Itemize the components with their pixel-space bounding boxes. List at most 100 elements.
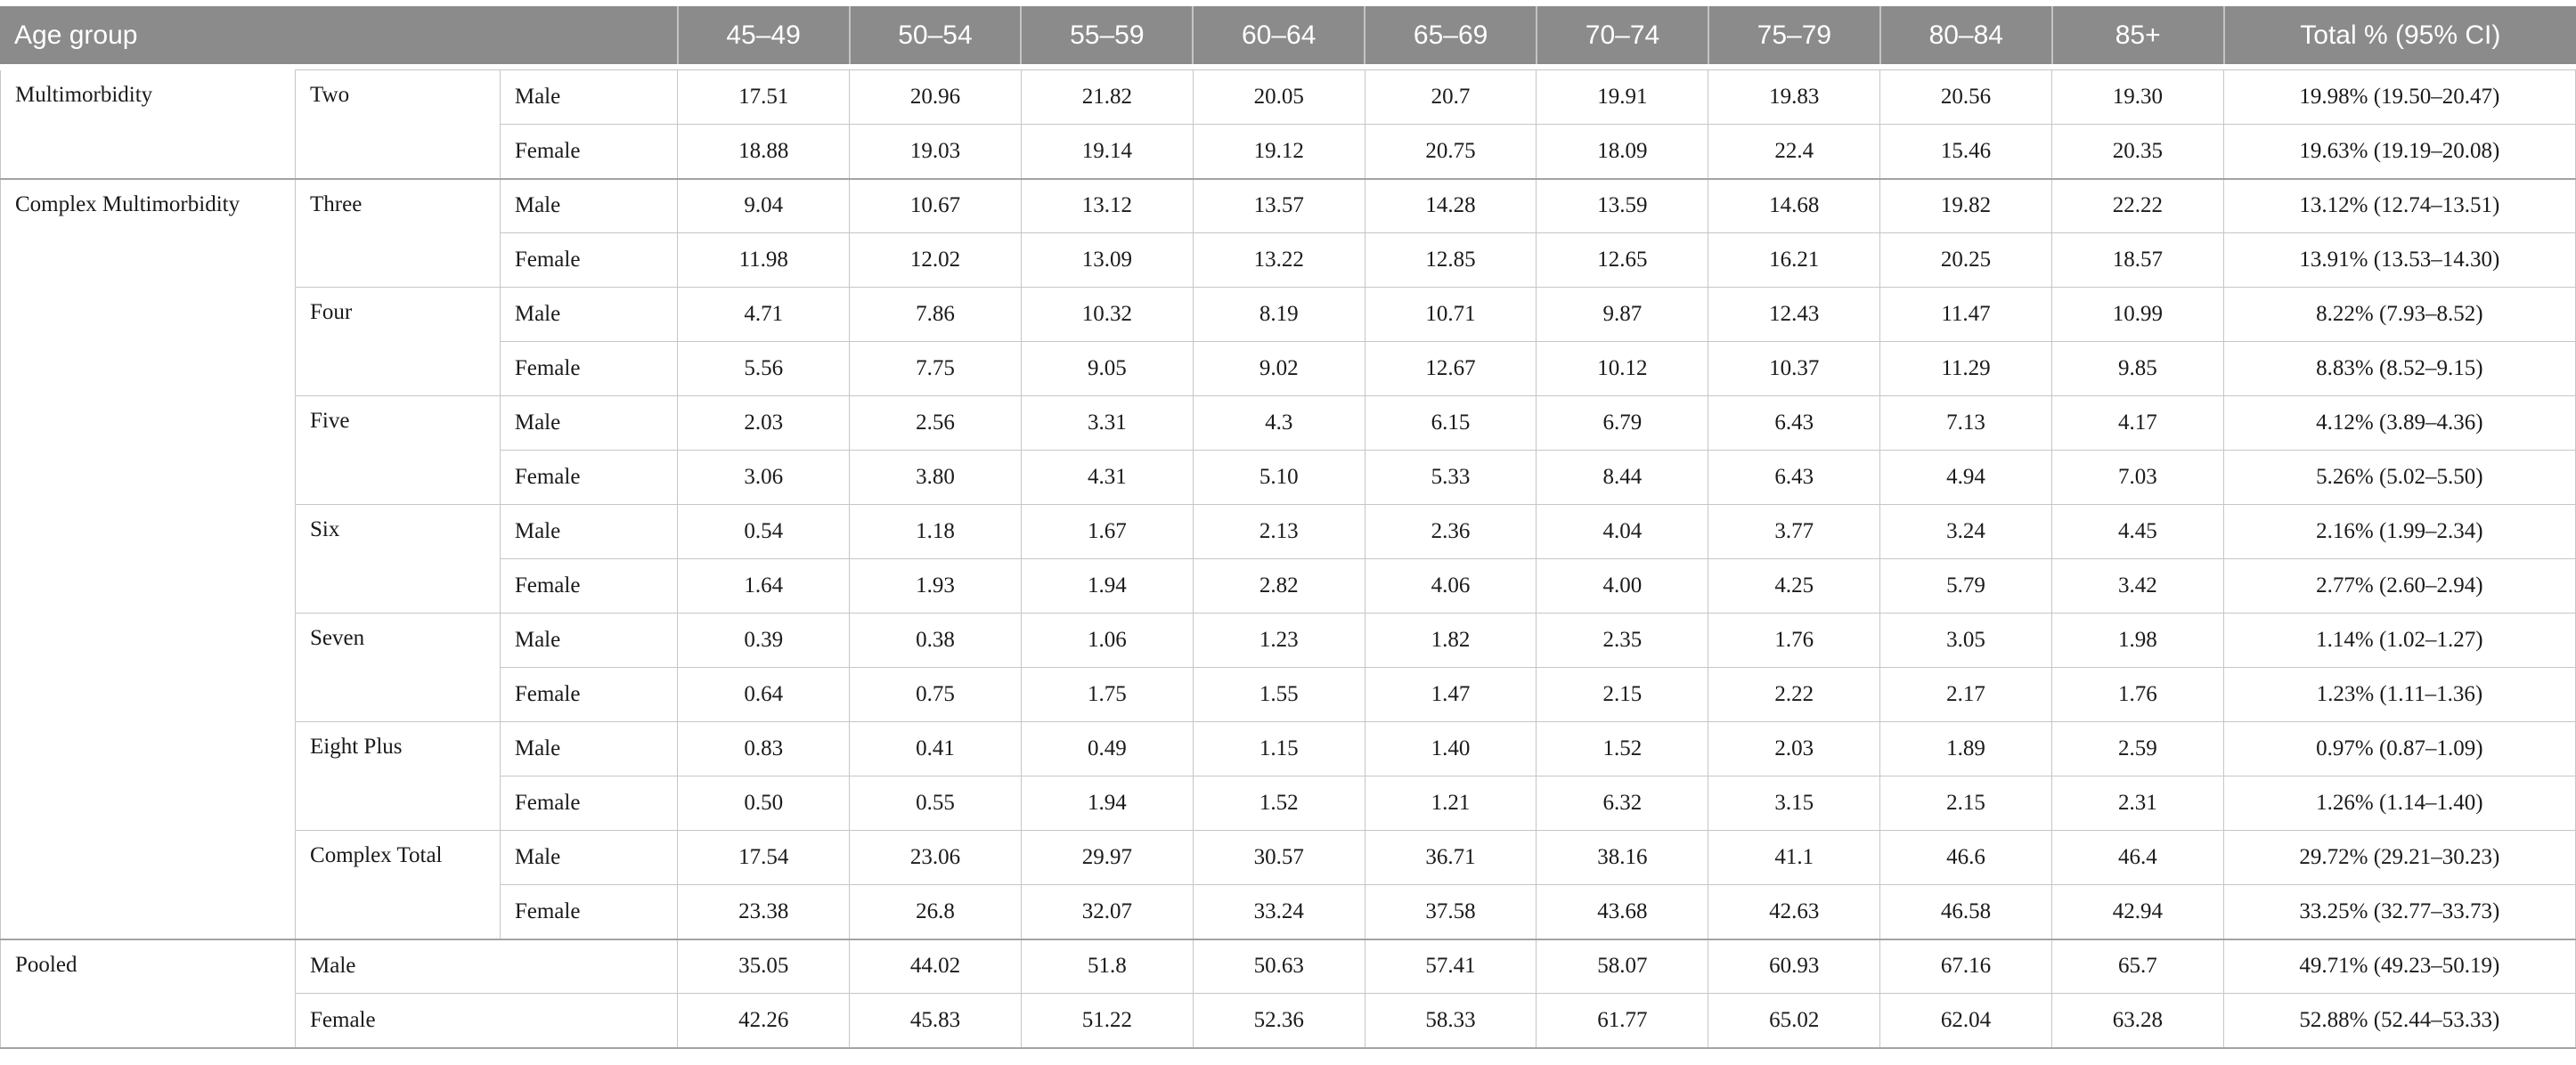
value-cell: 43.68 [1536,884,1709,939]
value-cell: 26.8 [849,884,1022,939]
value-cell: 1.55 [1192,667,1365,722]
value-cell: 9.85 [2050,341,2224,396]
value-cell: 58.33 [1364,993,1537,1049]
age-column-header: 65–69 [1364,6,1537,64]
value-cell: 2.03 [677,395,851,451]
total-cell: 2.77% (2.60–2.94) [2222,558,2576,614]
value-cell: 19.83 [1708,69,1881,125]
value-cell: 2.15 [1879,776,2052,831]
value-cell: 4.00 [1536,558,1709,614]
age-column-header: 80–84 [1879,6,2052,64]
value-cell: 9.02 [1192,341,1365,396]
sex-cell: Male [499,721,679,776]
value-cell: 9.87 [1536,287,1709,342]
value-cell: 18.57 [2050,232,2224,288]
value-cell: 0.39 [677,613,851,668]
value-cell: 1.21 [1364,776,1537,831]
age-column-header: 85+ [2050,6,2224,64]
header-row: Age group 45–49 50–54 55–59 60–64 65–69 70–74… [0,6,2576,64]
value-cell: 13.59 [1536,177,1709,233]
group-cell: Seven [295,613,501,722]
value-cell: 2.13 [1192,504,1365,559]
value-cell: 10.99 [2050,287,2224,342]
value-cell: 8.19 [1192,287,1365,342]
total-cell: 29.72% (29.21–30.23) [2222,830,2576,885]
value-cell: 12.67 [1364,341,1537,396]
total-cell: 1.26% (1.14–1.40) [2222,776,2576,831]
table-row: Eight Plus Male 0.83 0.41 0.49 1.15 1.40 1.52 2.… [1,721,2576,831]
value-cell: 4.25 [1708,558,1881,614]
value-cell: 38.16 [1536,830,1709,885]
value-cell: 3.24 [1879,504,2052,559]
value-cell: 6.79 [1536,395,1709,451]
value-cell: 10.71 [1364,287,1537,342]
total-cell: 13.91% (13.53–14.30) [2222,232,2576,288]
table-row: Complex Multimorbidity Three Male 9.04 10.67… [0,177,2576,939]
table-row: Female 11.98 12.02 13.09 13.22 12.85 12.65 16.2… [1,232,2576,288]
value-cell: 22.22 [2050,177,2224,233]
group-cell: Eight Plus [295,721,501,831]
sex-cell: Female [499,341,679,396]
age-column-header: 45–49 [676,6,850,64]
value-cell: 14.28 [1364,177,1537,233]
value-cell: 46.4 [2050,830,2224,885]
value-cell: 18.09 [1536,124,1709,179]
table-row: Seven Male 0.39 0.38 1.06 1.23 1.82 2.35 1.76 3.0… [1,613,2576,722]
value-cell: 6.15 [1364,395,1537,451]
value-cell: 0.75 [849,667,1022,722]
value-cell: 13.09 [1020,232,1194,288]
value-cell: 11.98 [677,232,851,288]
value-cell: 22.4 [1708,124,1881,179]
value-cell: 46.58 [1879,884,2052,939]
value-cell: 19.03 [849,124,1022,179]
total-cell: 1.23% (1.11–1.36) [2222,667,2576,722]
value-cell: 62.04 [1879,993,2052,1049]
value-cell: 42.63 [1708,884,1881,939]
value-cell: 0.49 [1020,721,1194,776]
value-cell: 1.67 [1020,504,1194,559]
value-cell: 29.97 [1020,830,1194,885]
value-cell: 13.57 [1192,177,1365,233]
value-cell: 20.75 [1364,124,1537,179]
value-cell: 13.12 [1020,177,1194,233]
table-row: Complex Total Male 17.54 23.06 29.97 30.57 36.… [1,830,2576,939]
value-cell: 20.7 [1364,69,1537,125]
value-cell: 9.05 [1020,341,1194,396]
age-column-header: 55–59 [1020,6,1194,64]
value-cell: 7.86 [849,287,1022,342]
sex-cell: Male [499,395,679,451]
table-row: Female 0.64 0.75 1.75 1.55 1.47 2.15 2.22 2.17 1.… [1,667,2576,722]
value-cell: 14.68 [1708,177,1881,233]
sex-cell: Male [499,69,679,125]
value-cell: 7.75 [849,341,1022,396]
value-cell: 3.80 [849,450,1022,505]
sex-cell: Male [295,938,679,994]
value-cell: 51.22 [1020,993,1194,1049]
value-cell: 16.21 [1708,232,1881,288]
value-cell: 2.59 [2050,721,2224,776]
table-row: Six Male 0.54 1.18 1.67 2.13 2.36 4.04 3.77 3.24 4… [1,504,2576,614]
age-column-header: 60–64 [1192,6,1365,64]
sex-cell: Male [499,177,679,233]
value-cell: 1.89 [1879,721,2052,776]
value-cell: 0.55 [849,776,1022,831]
age-column-header: 75–79 [1707,6,1880,64]
value-cell: 10.12 [1536,341,1709,396]
total-cell: 52.88% (52.44–53.33) [2222,993,2576,1049]
sex-cell: Female [499,884,679,939]
value-cell: 19.30 [2050,69,2224,125]
table-row: Female 3.06 3.80 4.31 5.10 5.33 8.44 6.43 4.94 7.… [1,450,2576,505]
value-cell: 4.45 [2050,504,2224,559]
value-cell: 0.41 [849,721,1022,776]
value-cell: 2.56 [849,395,1022,451]
value-cell: 6.32 [1536,776,1709,831]
value-cell: 5.33 [1364,450,1537,505]
value-cell: 17.54 [677,830,851,885]
value-cell: 2.17 [1879,667,2052,722]
value-cell: 8.44 [1536,450,1709,505]
value-cell: 1.06 [1020,613,1194,668]
value-cell: 5.10 [1192,450,1365,505]
value-cell: 3.77 [1708,504,1881,559]
table-row: Multimorbidity Two Male 17.51 20.96 21.82 20.0… [0,69,2576,179]
value-cell: 23.38 [677,884,851,939]
